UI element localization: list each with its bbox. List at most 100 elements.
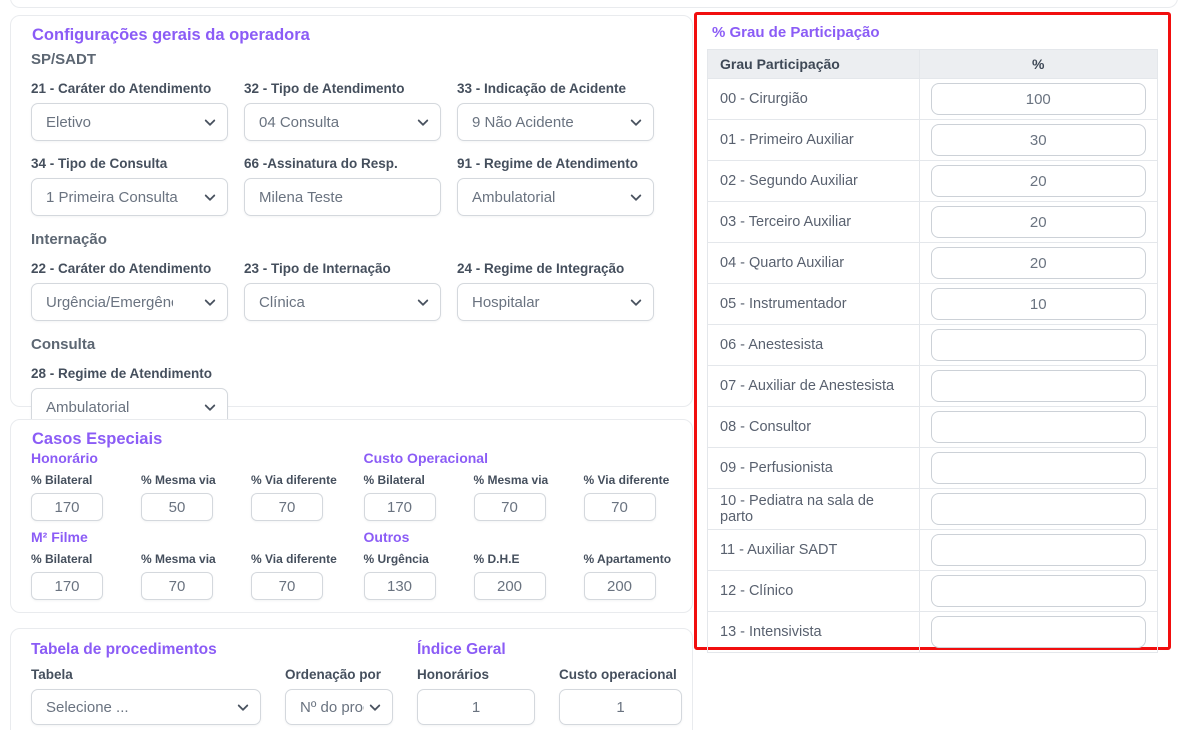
field-label: 28 - Regime de Atendimento xyxy=(31,366,213,381)
grau-value-cell xyxy=(918,119,1158,161)
input-grau-05-instrumentador[interactable] xyxy=(930,288,1146,320)
ordenacao-por-label: Ordenação por xyxy=(285,667,382,682)
select-value: Ambulatorial xyxy=(472,188,556,206)
configuracoes-title: Configurações gerais da operadora xyxy=(32,26,310,44)
input-honorario-bilateral[interactable] xyxy=(31,493,103,521)
input-grau-10-pediatra-na-sala-de-parto[interactable] xyxy=(930,493,1146,525)
group-heading: Custo Operacional xyxy=(363,450,488,466)
spacer xyxy=(559,641,682,668)
field-label: % D.H.E xyxy=(473,552,520,566)
grau-label: 09 - Perfusionista xyxy=(707,447,920,489)
table-row: 09 - Perfusionista xyxy=(707,447,1158,489)
input-grau-12-clinico[interactable] xyxy=(930,575,1146,607)
input-indice-honorarios[interactable] xyxy=(417,689,535,725)
select-value: Nº do proc xyxy=(300,698,364,716)
input-grau-11-auxiliar-sadt[interactable] xyxy=(930,534,1146,566)
sp-sadt-fields: 21 - Caráter do Atendimento Eletivo 32 - T… xyxy=(31,82,672,216)
chevron-down-icon xyxy=(417,114,429,127)
input-m-filme-bilateral[interactable] xyxy=(31,572,103,600)
field-m-filme-bilateral: % Bilateral xyxy=(31,553,117,600)
card-casos-especiais: Casos Especiais Honorário % Bilateral % Me… xyxy=(10,419,693,613)
input-grau-01-primeiro-auxiliar[interactable] xyxy=(930,124,1146,156)
field-label: 24 - Regime de Integração xyxy=(457,261,625,276)
input-grau-13-intensivista[interactable] xyxy=(930,616,1146,648)
field-label: 91 - Regime de Atendimento xyxy=(457,156,639,171)
field-honorario-bilateral: % Bilateral xyxy=(31,474,117,521)
input-grau-00-cirurgiao[interactable] xyxy=(930,83,1146,115)
group-honorario: Honorário % Bilateral % Mesma via % Via dif… xyxy=(31,451,340,521)
input-custo-operacional-bilateral[interactable] xyxy=(363,493,436,521)
grau-value-cell xyxy=(918,488,1158,530)
group-outros: Outros % Urgência % D.H.E % Apartamento xyxy=(363,530,673,600)
select-32-tipo-de-atendimento[interactable]: 04 Consulta xyxy=(244,103,441,141)
input-grau-07-auxiliar-de-anestesista[interactable] xyxy=(930,370,1146,402)
input-m-filme-mesma-via[interactable] xyxy=(141,572,213,600)
grau-value-cell xyxy=(918,570,1158,612)
input-grau-08-consultor[interactable] xyxy=(930,411,1146,443)
grau-label: 00 - Cirurgião xyxy=(707,78,920,120)
input-honorario-via-diferente[interactable] xyxy=(251,493,323,521)
field-custo-operacional-via-diferente: % Via diferente xyxy=(583,473,670,521)
select-value: 1 Primeira Consulta xyxy=(46,188,178,206)
select-value: Clínica xyxy=(259,293,305,311)
field-label: % Mesma via xyxy=(141,552,216,566)
table-row: 05 - Instrumentador xyxy=(707,283,1158,325)
grau-label: 13 - Intensivista xyxy=(707,611,920,653)
table-row: 03 - Terceiro Auxiliar xyxy=(707,201,1158,243)
consulta-heading: Consulta xyxy=(31,336,96,353)
select-value: Ambulatorial xyxy=(46,398,130,416)
select-21-carater-do-atendimento[interactable]: Eletivo xyxy=(31,103,228,141)
column-header-percent: % xyxy=(918,49,1158,79)
input-indice-custo-operacional[interactable] xyxy=(559,689,682,725)
field-label: % Via diferente xyxy=(583,473,670,487)
input-grau-09-perfusionista[interactable] xyxy=(930,452,1146,484)
table-row: 02 - Segundo Auxiliar xyxy=(707,160,1158,202)
grau-value-cell xyxy=(918,78,1158,120)
indice-geral-title: Índice Geral xyxy=(417,641,506,658)
select-tabela[interactable]: Selecione ... xyxy=(31,689,261,725)
select-34-tipo-de-consulta[interactable]: 1 Primeira Consulta xyxy=(31,178,228,216)
field-22-carater-do-atendimento: 22 - Caráter do Atendimento Urgência/Emer… xyxy=(31,262,228,321)
field-label: % Bilateral xyxy=(363,473,425,487)
table-row: 04 - Quarto Auxiliar xyxy=(707,242,1158,284)
casos-especiais-title: Casos Especiais xyxy=(32,430,163,448)
select-value: 04 Consulta xyxy=(259,113,340,131)
field-label: % Bilateral xyxy=(31,552,93,566)
internacao-fields: 22 - Caráter do Atendimento Urgência/Emer… xyxy=(31,262,672,321)
select-value: 9 Não Acidente xyxy=(472,113,574,131)
input-custo-operacional-mesma-via[interactable] xyxy=(473,493,546,521)
field-honorario-mesma-via: % Mesma via xyxy=(141,474,227,521)
field-outros-apartamento: % Apartamento xyxy=(583,553,671,600)
group-custo-operacional: Custo Operacional % Bilateral % Mesma via%… xyxy=(363,450,673,521)
chevron-down-icon xyxy=(417,294,429,307)
field-label: 23 - Tipo de Internação xyxy=(244,261,391,276)
card-tabela-procedimentos: Tabela de procedimentos Índice Geral Tab… xyxy=(10,628,693,730)
input-grau-06-anestesista[interactable] xyxy=(930,329,1146,361)
grau-label: 01 - Primeiro Auxiliar xyxy=(707,119,920,161)
input-m-filme-via-diferente[interactable] xyxy=(251,572,323,600)
input-honorario-mesma-via[interactable] xyxy=(141,493,213,521)
table-row: 11 - Auxiliar SADT xyxy=(707,529,1158,571)
input-grau-04-quarto-auxiliar[interactable] xyxy=(930,247,1146,279)
input-outros-apartamento[interactable] xyxy=(583,572,656,600)
input-custo-operacional-via-diferente[interactable] xyxy=(583,493,656,521)
input-66-assinatura-do-resp[interactable] xyxy=(244,178,441,216)
select-value: Hospitalar xyxy=(472,293,540,311)
select-23-tipo-de-internacao[interactable]: Clínica xyxy=(244,283,441,321)
select-24-regime-de-integracao[interactable]: Hospitalar xyxy=(457,283,654,321)
chevron-down-icon xyxy=(630,189,642,202)
field-label: 21 - Caráter do Atendimento xyxy=(31,81,212,96)
select-33-indicacao-de-acidente[interactable]: 9 Não Acidente xyxy=(457,103,654,141)
select-ordenacao-por[interactable]: Nº do proc xyxy=(285,689,393,725)
previous-card-bottom-edge xyxy=(10,0,1178,8)
input-grau-02-segundo-auxiliar[interactable] xyxy=(930,165,1146,197)
select-91-regime-de-atendimento[interactable]: Ambulatorial xyxy=(457,178,654,216)
table-row: 12 - Clínico xyxy=(707,570,1158,612)
select-22-carater-do-atendimento[interactable]: Urgência/Emergência xyxy=(31,283,228,321)
field-label: % Mesma via xyxy=(141,473,216,487)
input-outros-urgencia[interactable] xyxy=(363,572,436,600)
input-grau-03-terceiro-auxiliar[interactable] xyxy=(930,206,1146,238)
chevron-down-icon xyxy=(204,399,216,412)
input-outros-d-h-e[interactable] xyxy=(473,572,546,600)
casos-especiais-groups: Honorário % Bilateral % Mesma via % Via dif… xyxy=(31,451,672,600)
